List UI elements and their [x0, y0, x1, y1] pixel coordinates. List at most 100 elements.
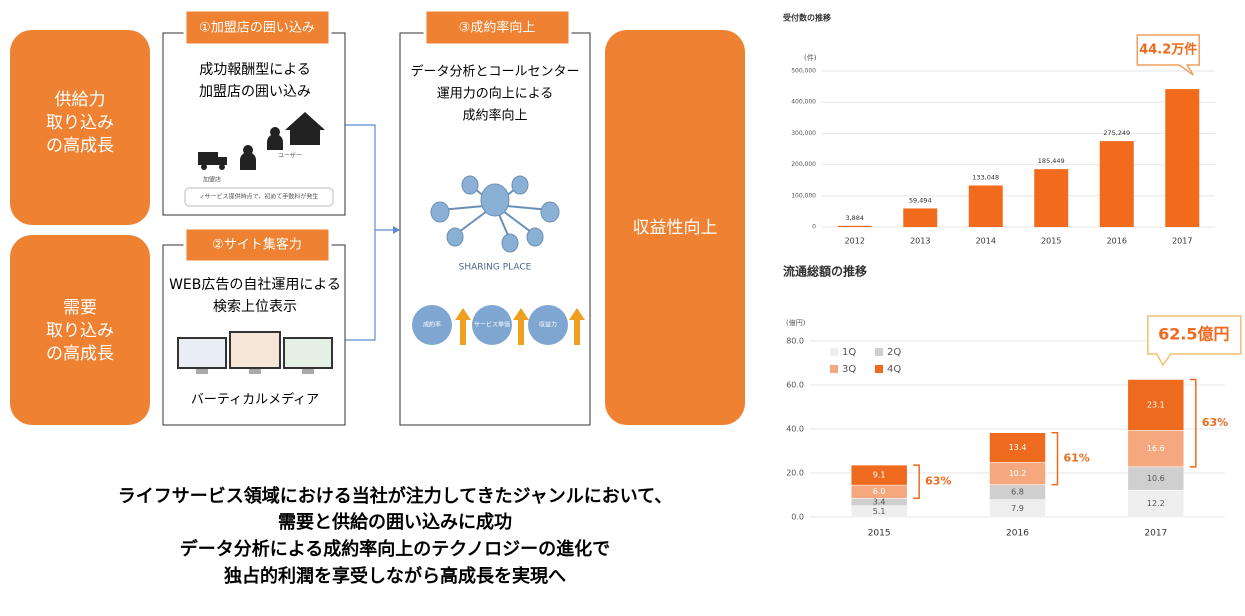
x-tick-label: 2017	[1172, 237, 1192, 246]
panel-text: 成功報酬型による	[199, 62, 311, 78]
note: ✓サービス提供時点で、初めて手数料が発生	[200, 193, 319, 201]
value-label: 185,449	[1038, 157, 1065, 165]
tab-text: ①加盟店の囲い込み	[199, 21, 315, 36]
panel-text: WEB広告の自社運用による	[169, 277, 341, 293]
bar-segment	[1127, 489, 1185, 518]
footer-line: データ分析による成約率向上のテクノロジーの進化で	[180, 538, 610, 560]
chart-title: 受付数の推移	[783, 13, 831, 23]
value-label: 13.4	[1009, 443, 1027, 452]
bracket	[913, 464, 920, 500]
legend-label: 2Q	[887, 347, 901, 358]
x-tick-label: 2015	[868, 529, 891, 539]
legend-swatch	[830, 365, 838, 373]
x-tick-label: 2015	[1041, 237, 1061, 246]
tab	[423, 8, 572, 47]
chart-title: 流通総額の推移	[783, 264, 867, 279]
value-label: 6.0	[873, 487, 886, 496]
callout-text: 62.5億円	[1158, 325, 1229, 344]
y-tick-label: 0.0	[791, 513, 804, 522]
legend-label: 3Q	[842, 364, 856, 375]
footer-line: 独占的利潤を享受しながら高成長を実現へ	[224, 565, 566, 587]
logo: SHARING PLACE	[459, 263, 532, 273]
box-text: の高成長	[46, 344, 114, 364]
y-tick-label: 20.0	[786, 469, 804, 478]
y-tick-label: 500,000	[791, 68, 816, 75]
bar	[1099, 141, 1134, 227]
y-tick-label: 400,000	[791, 99, 816, 106]
legend-swatch	[875, 348, 883, 356]
box-text: 供給力	[55, 90, 106, 110]
bar-segment	[850, 464, 908, 486]
y-tick-label: 60.0	[786, 381, 804, 390]
value-label: 10.6	[1147, 474, 1165, 483]
value-label: 6.8	[1011, 488, 1024, 497]
x-tick-label: 2014	[976, 237, 996, 246]
note: ユーザー	[278, 153, 302, 160]
panel-text: データ分析とコールセンター	[410, 64, 579, 80]
bar	[837, 225, 872, 227]
connector	[345, 124, 396, 341]
network-icon	[430, 175, 560, 253]
circle-text: 成約率	[423, 321, 441, 329]
legend-swatch	[830, 348, 838, 356]
legend-swatch	[875, 365, 883, 373]
value-label: 7.9	[1011, 504, 1024, 513]
bar-segment	[1127, 379, 1185, 431]
value-label: 10.2	[1009, 469, 1027, 478]
bar	[1165, 89, 1200, 227]
bar	[1034, 169, 1069, 227]
legend-label: 4Q	[887, 364, 901, 375]
box-text: 取り込み	[46, 113, 114, 133]
note: 加盟店	[203, 176, 221, 184]
footer-line: ライフサービス領域における当社が注力してきたジャンルにおいて、	[118, 485, 673, 507]
bar	[903, 208, 938, 227]
x-tick-label: 2013	[910, 237, 930, 246]
icons	[198, 112, 325, 170]
panel-text: 加盟店の囲い込み	[199, 84, 311, 100]
circles	[412, 305, 585, 345]
circle-text: サービス単価	[474, 321, 510, 329]
box-text: の高成長	[46, 136, 114, 156]
footer-line: 需要と供給の囲い込みに成功	[278, 511, 512, 533]
panel-text: 成約率向上	[462, 108, 527, 124]
box-text: 収益性向上	[633, 218, 718, 238]
callout	[1136, 34, 1200, 76]
tab-text: ③成約率向上	[459, 20, 536, 36]
x-tick-label: 2016	[1006, 529, 1029, 539]
y-tick-label: 0	[812, 224, 816, 231]
bar	[968, 185, 1003, 227]
bracket	[1051, 431, 1059, 486]
monitors	[177, 331, 333, 374]
x-tick-label: 2016	[1107, 237, 1127, 246]
tab	[183, 8, 332, 47]
bracket-label: 61%	[1064, 452, 1090, 465]
value-label: 12.2	[1147, 499, 1165, 508]
y-tick-label: 100,000	[791, 192, 816, 199]
box-text: 取り込み	[46, 321, 114, 341]
y-unit: (億円)	[786, 318, 806, 327]
x-tick-label: 2012	[845, 237, 865, 246]
value-label: 275,249	[1103, 129, 1130, 137]
bracket-label: 63%	[925, 475, 951, 488]
panel-text: 運用力の向上による	[437, 86, 554, 102]
bar-segment	[989, 432, 1046, 463]
profit-box	[605, 30, 745, 425]
value-label: 59,494	[909, 196, 932, 204]
y-tick-label: 300,000	[791, 130, 816, 137]
value-label: 9.1	[873, 471, 886, 480]
footer: ライフサービス領域における当社が注力してきたジャンルにおいて、 需要と供給の囲い…	[118, 485, 673, 587]
demand-box	[10, 235, 150, 425]
arrow-head	[393, 226, 400, 234]
supply-box	[10, 30, 150, 225]
callout-text: 44.2万件	[1139, 42, 1197, 58]
panel	[399, 32, 591, 426]
y-tick-label: 40.0	[786, 425, 804, 434]
box-text: 需要	[63, 298, 97, 318]
bar-segment	[1127, 430, 1185, 468]
bracket-label: 63%	[1202, 416, 1228, 429]
value-label: 133,048	[972, 173, 999, 181]
panel-caption: バーティカルメディア	[191, 392, 319, 408]
tab	[183, 226, 332, 264]
y-tick-label: 80.0	[786, 337, 804, 346]
legend-label: 1Q	[842, 347, 856, 358]
